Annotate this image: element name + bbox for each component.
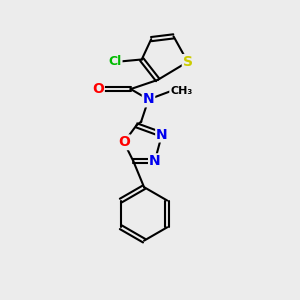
Text: O: O (118, 135, 130, 149)
Text: Cl: Cl (108, 55, 122, 68)
Text: N: N (143, 92, 154, 106)
Text: N: N (156, 128, 168, 142)
Text: S: S (183, 55, 193, 69)
Text: O: O (92, 82, 104, 96)
Text: CH₃: CH₃ (170, 85, 192, 96)
Text: N: N (149, 154, 160, 168)
